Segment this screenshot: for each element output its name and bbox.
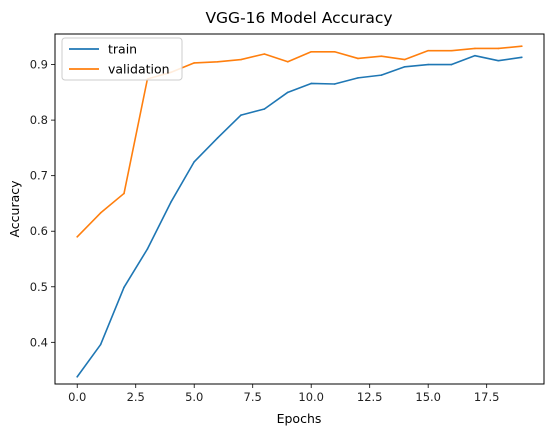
data-point-validation-17 (474, 47, 476, 50)
x-tick-label: 15.0 (415, 390, 441, 404)
data-point-validation-12 (357, 57, 359, 60)
data-point-validation-10 (310, 50, 313, 53)
legend-label-validation: validation (108, 62, 170, 77)
data-point-train-15 (427, 63, 429, 66)
data-point-validation-0 (76, 235, 79, 238)
legend-label-train: train (108, 42, 137, 57)
chart-title: VGG-16 Model Accuracy (205, 9, 392, 27)
data-point-validation-13 (380, 55, 383, 58)
data-point-train-8 (263, 108, 266, 110)
data-point-validation-7 (240, 58, 242, 61)
x-axis-ticks: 0.0 2.5 5.0 7.5 10.0 12.5 15.0 17.5 (68, 384, 499, 404)
data-point-train-12 (357, 77, 359, 79)
data-point-train-18 (497, 59, 500, 62)
data-point-train-10 (310, 82, 313, 85)
plot-lines (76, 45, 523, 378)
x-tick-label: 0.0 (68, 390, 86, 404)
data-point-validation-18 (497, 47, 500, 50)
legend: train validation (61, 37, 183, 81)
x-tick-label: 5.0 (185, 390, 203, 404)
data-point-train-17 (474, 54, 476, 57)
data-point-validation-5 (193, 62, 196, 64)
data-point-validation-1 (99, 212, 102, 214)
y-tick-label: 0.5 (30, 280, 48, 294)
data-point-train-5 (193, 160, 196, 163)
y-tick-label: 0.8 (30, 113, 48, 127)
x-tick-label: 2.5 (127, 390, 145, 404)
series-line-train (76, 54, 523, 378)
data-point-validation-19 (520, 45, 523, 48)
data-point-train-14 (403, 65, 406, 68)
data-point-train-9 (287, 91, 289, 94)
y-tick-label: 0.9 (30, 58, 48, 72)
x-tick-label: 10.0 (298, 390, 324, 404)
data-point-validation-14 (403, 58, 406, 61)
y-tick-label: 0.6 (30, 224, 48, 238)
data-point-train-13 (380, 74, 383, 76)
data-point-train-4 (170, 201, 172, 204)
y-axis-ticks: 0.4 0.5 0.6 0.7 0.8 0.9 (30, 58, 55, 349)
data-point-train-19 (520, 56, 523, 59)
x-tick-label: 7.5 (244, 390, 262, 404)
data-point-validation-15 (427, 49, 429, 52)
y-axis-label: Accuracy (7, 180, 22, 238)
y-tick-label: 0.7 (30, 169, 48, 183)
data-point-train-7 (240, 114, 242, 116)
x-tick-label: 12.5 (357, 390, 383, 404)
data-point-validation-16 (450, 49, 453, 52)
plot-frame (54, 33, 545, 385)
data-point-train-2 (123, 286, 125, 289)
data-point-train-1 (99, 343, 102, 346)
data-point-train-11 (333, 83, 336, 85)
data-point-train-0 (76, 375, 79, 378)
y-tick-label: 0.4 (30, 335, 48, 349)
data-point-validation-6 (216, 60, 219, 63)
data-point-train-3 (146, 248, 149, 250)
data-point-validation-9 (287, 60, 289, 63)
x-axis-label: Epochs (277, 411, 322, 426)
data-point-train-6 (216, 137, 219, 139)
data-point-validation-8 (263, 53, 266, 55)
data-point-validation-11 (333, 50, 336, 53)
x-tick-label: 17.5 (474, 390, 500, 404)
data-point-validation-2 (123, 192, 125, 195)
data-point-train-16 (450, 63, 453, 66)
